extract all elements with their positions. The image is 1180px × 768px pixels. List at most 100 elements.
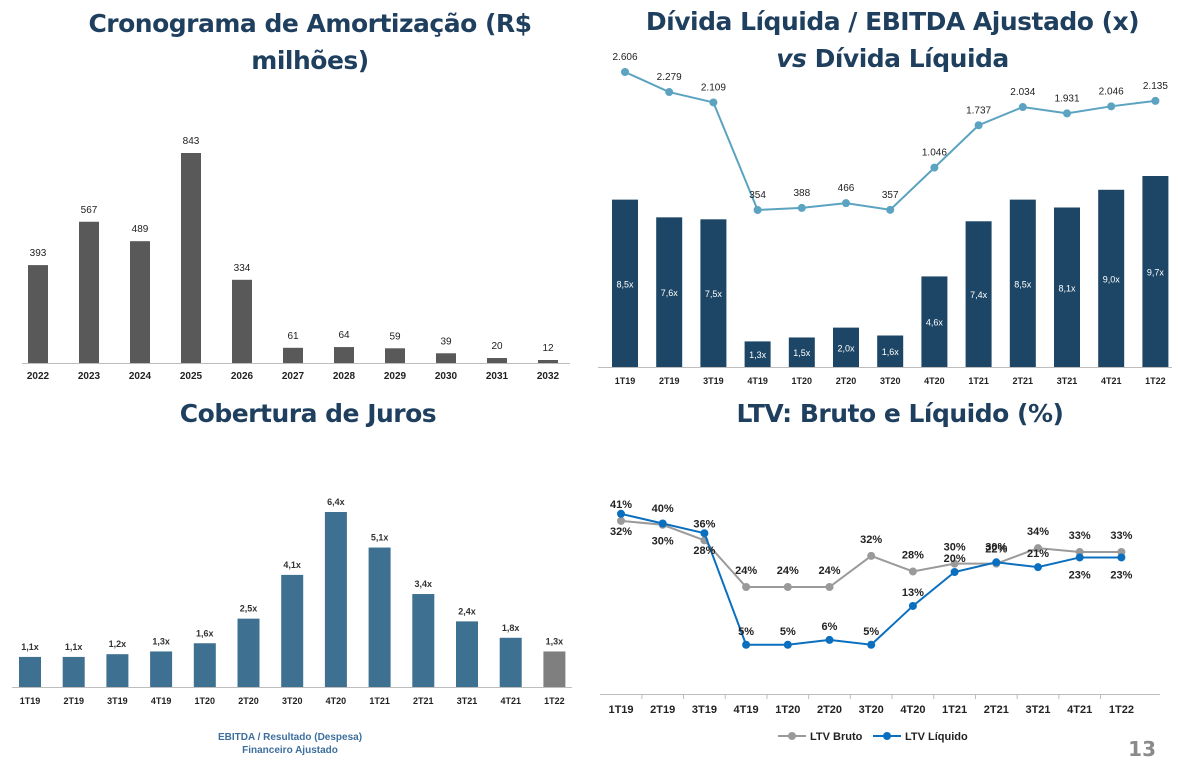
net-debt-value-label: 2.046: [1099, 86, 1124, 97]
ltv-quarter-label: 1T20: [775, 704, 800, 716]
amort-bar: [283, 347, 303, 363]
ltv-liquido-label: 23%: [1110, 569, 1132, 581]
coverage-quarter-label: 3T20: [282, 696, 303, 706]
net-debt-quarter-label: 1T21: [968, 376, 989, 386]
ltv-liquido-point: [742, 640, 751, 649]
ltv-bruto-point: [825, 583, 834, 592]
net-debt-value-label: 1.737: [966, 105, 991, 116]
ltv-quarter-label: 4T21: [1067, 704, 1092, 716]
ltv-quarter-label: 1T22: [1109, 704, 1134, 716]
coverage-bar: [150, 651, 173, 687]
amort-value-label: 393: [30, 248, 47, 259]
net-debt-ratio-bar: [833, 327, 859, 367]
ltv-bruto-label: 34%: [1027, 526, 1049, 538]
net-debt-line-point: [753, 206, 762, 214]
coverage-bar: [543, 651, 566, 687]
net-debt-title-vs: vs: [776, 44, 807, 73]
ltv-bruto-label: 32%: [860, 534, 882, 546]
net-debt-ratio-bar: [788, 337, 815, 367]
ltv-bruto-label: 30%: [985, 542, 1007, 554]
ltv-bruto-point: [1034, 544, 1042, 553]
net-debt-ratio-label: 8,1x: [1058, 283, 1076, 293]
ltv-liquido-label: 6%: [822, 621, 838, 633]
ltv-liquido-point: [992, 558, 1001, 567]
amortization-chart-title: Cronograma de Amortização (R$ milhões): [88, 9, 532, 75]
amort-value-label: 39: [440, 336, 452, 347]
amort-bar: [487, 358, 507, 363]
amort-year-label: 2024: [129, 371, 152, 382]
amort-value-label: 12: [542, 343, 554, 354]
net-debt-ratio-bar: [612, 199, 638, 367]
amort-year-label: 2031: [486, 371, 509, 382]
net-debt-quarter-label: 4T21: [1101, 376, 1122, 386]
net-debt-value-label: 2.135: [1143, 81, 1168, 92]
coverage-value-label: 1,1x: [21, 642, 39, 652]
coverage-quarter-label: 3T21: [457, 696, 478, 706]
amort-year-label: 2022: [27, 371, 50, 382]
ltv-bruto-label: 33%: [1069, 530, 1091, 542]
amort-year-label: 2027: [282, 371, 305, 382]
ltv-quarter-label: 2T19: [650, 704, 675, 716]
net-debt-line-point: [1107, 102, 1116, 111]
ltv-liquido-point: [700, 529, 709, 538]
coverage-value-label: 1,3x: [152, 636, 170, 646]
net-debt-title-part2: Dívida Líquida: [806, 44, 1010, 73]
net-debt-value-label: 1.046: [922, 148, 947, 159]
ltv-bruto-label: 24%: [818, 565, 840, 577]
amort-value-label: 334: [234, 263, 251, 274]
coverage-value-label: 2,5x: [240, 604, 258, 614]
coverage-quarter-label: 1T21: [369, 696, 390, 706]
ltv-liquido-label: 13%: [902, 587, 924, 599]
ltv-bruto-label: 24%: [777, 565, 799, 577]
interest-coverage-title: Cobertura de Juros: [179, 399, 437, 428]
net-debt-ratio-label: 4,6x: [926, 318, 944, 328]
ltv-bruto-point: [617, 516, 625, 525]
ltv-liquido-label: 22%: [985, 543, 1007, 555]
amort-bar: [232, 279, 252, 363]
ltv-bruto-label: 30%: [944, 542, 966, 554]
amort-value-label: 59: [389, 331, 401, 342]
coverage-value-label: 6,4x: [327, 497, 345, 507]
amort-bar: [130, 241, 150, 363]
net-debt-line-point: [665, 88, 674, 97]
ltv-bruto-label: 36%: [693, 518, 715, 530]
coverage-bar: [499, 637, 522, 687]
ltv-liquido-point: [1075, 553, 1084, 562]
net-debt-ratio-label: 1,5x: [793, 348, 811, 358]
ltv-liquido-label: 5%: [738, 626, 754, 638]
net-debt-line-point: [797, 203, 806, 212]
coverage-value-label: 1,6x: [196, 628, 214, 638]
amort-bar: [181, 153, 201, 363]
ltv-liquido-label: 5%: [863, 626, 879, 638]
ltv-liquido-label: 28%: [693, 545, 715, 557]
net-debt-value-label: 2.109: [701, 82, 726, 93]
net-debt-ratio-bar: [1098, 189, 1125, 367]
ltv-liquido-point: [1034, 563, 1042, 572]
coverage-quarter-label: 1T22: [544, 696, 565, 706]
net-debt-value-label: 1.931: [1054, 93, 1079, 104]
ltv-liquido-label: 32%: [610, 526, 632, 538]
ltv-liquido-point: [867, 640, 876, 649]
net-debt-line-point: [1151, 96, 1160, 105]
legend-liquido-label: LTV Líquido: [905, 731, 968, 743]
net-debt-ratio-bar: [877, 335, 904, 367]
ltv-bruto-label: 24%: [735, 565, 757, 577]
ltv-liquido-label: 30%: [652, 536, 674, 548]
amort-bar: [436, 353, 456, 363]
ltv-liquido-label: 5%: [780, 626, 796, 638]
ltv-bruto-label: 28%: [902, 549, 924, 561]
net-debt-value-label: 2.034: [1010, 87, 1035, 98]
net-debt-ratio-label: 1,6x: [882, 347, 900, 357]
amort-bar: [385, 348, 405, 363]
ltv-quarter-label: 4T19: [734, 704, 759, 716]
ltv-chart-title: LTV: Bruto e Líquido (%): [736, 399, 1064, 428]
net-debt-ratio-label: 2,0x: [837, 343, 855, 353]
net-debt-ratio-bar: [700, 219, 727, 367]
coverage-value-label: 1,1x: [65, 642, 83, 652]
amort-year-label: 2028: [333, 371, 356, 382]
ltv-quarter-label: 3T20: [859, 704, 884, 716]
amort-bar: [79, 221, 99, 363]
net-debt-ratio-label: 1,3x: [749, 350, 767, 360]
net-debt-ratio-label: 7,4x: [970, 290, 988, 300]
